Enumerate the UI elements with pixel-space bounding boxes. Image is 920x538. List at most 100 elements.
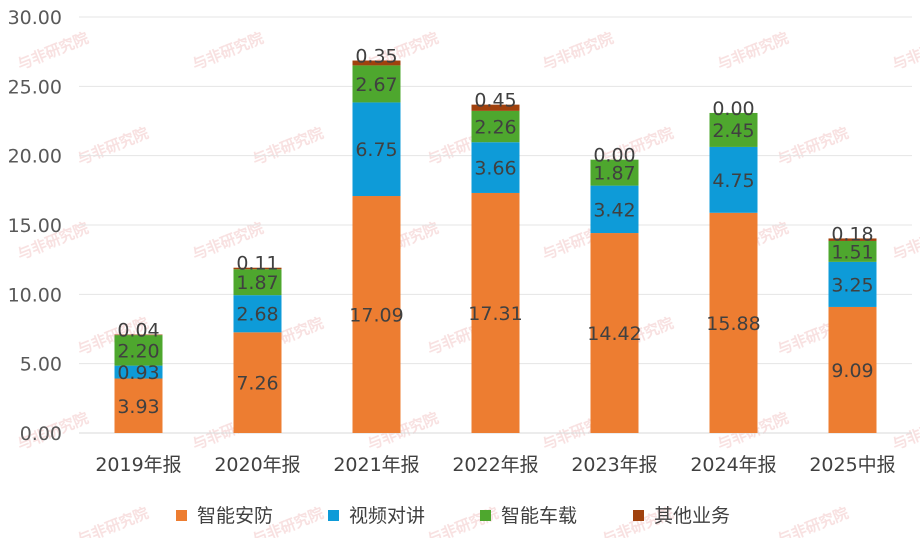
bar-0-1 (114, 365, 163, 379)
svg-text:与非研究院: 与非研究院 (775, 124, 851, 169)
y-tick-label: 15.00 (8, 215, 62, 237)
legend-label-2: 智能车载 (501, 505, 577, 527)
svg-text:与非研究院: 与非研究院 (890, 219, 920, 264)
svg-text:与非研究院: 与非研究院 (250, 124, 326, 169)
bar-6-1 (828, 261, 877, 307)
data-labels: 3.930.932.200.047.262.681.870.1117.096.7… (117, 46, 873, 418)
bar-6-3 (828, 238, 877, 241)
data-label-3-0: 17.31 (468, 303, 522, 325)
data-label-2-0: 17.09 (349, 305, 403, 327)
watermark: 与非研究院 (775, 124, 851, 169)
data-label-2-3: 0.35 (355, 46, 397, 68)
svg-text:与非研究院: 与非研究院 (890, 409, 920, 454)
bar-4-2 (590, 159, 639, 186)
data-label-0-0: 3.93 (117, 396, 159, 418)
bar-0-3 (114, 334, 163, 336)
data-label-2-2: 2.67 (355, 74, 397, 96)
data-label-6-2: 1.51 (831, 241, 873, 263)
watermark: 与非研究院 (75, 504, 151, 538)
legend-label-3: 其他业务 (654, 505, 730, 527)
bar-1-1 (233, 295, 282, 333)
data-label-4-3: 0.00 (593, 145, 635, 167)
bar-1-3 (233, 267, 282, 270)
y-tick-label: 0.00 (20, 423, 62, 445)
legend-swatch-3 (633, 510, 644, 521)
svg-text:与非研究院: 与非研究院 (540, 29, 616, 74)
bar-5-1 (709, 146, 758, 213)
y-tick-label: 10.00 (8, 284, 62, 306)
bar-2-1 (352, 102, 401, 197)
watermark: 与非研究院 (890, 29, 920, 74)
y-tick-label: 30.00 (8, 7, 62, 29)
data-label-0-2: 2.20 (117, 340, 159, 362)
legend-swatch-1 (328, 510, 339, 521)
legend-swatch-2 (480, 510, 491, 521)
data-label-6-0: 9.09 (831, 360, 873, 382)
data-label-4-2: 1.87 (593, 163, 635, 185)
data-label-5-3: 0.00 (712, 98, 754, 120)
bar-3-1 (471, 142, 520, 193)
watermark: 与非研究院 (250, 124, 326, 169)
legend-label-1: 视频对讲 (349, 505, 425, 527)
data-label-4-1: 3.42 (593, 199, 635, 221)
x-tick-label-2: 2021年报 (333, 454, 419, 476)
svg-text:与非研究院: 与非研究院 (75, 504, 151, 538)
data-label-6-3: 0.18 (831, 223, 873, 245)
bar-5-2 (709, 112, 758, 147)
bar-0-0 (114, 378, 163, 433)
data-label-5-0: 15.88 (706, 313, 760, 335)
svg-text:与非研究院: 与非研究院 (890, 29, 920, 74)
bar-6-0 (828, 306, 877, 433)
legend: 智能安防 视频对讲 智能车载 其他业务 (176, 505, 730, 527)
data-label-3-1: 3.66 (474, 158, 516, 180)
watermark: 与非研究院 (15, 29, 91, 74)
svg-text:与非研究院: 与非研究院 (15, 29, 91, 74)
data-label-1-3: 0.11 (236, 253, 278, 275)
data-label-6-1: 3.25 (831, 274, 873, 296)
y-tick-label: 20.00 (8, 146, 62, 168)
legend-swatch-0 (176, 510, 187, 521)
x-tick-label-5: 2024年报 (690, 454, 776, 476)
watermark: 与非研究院 (75, 124, 151, 169)
svg-text:与非研究院: 与非研究院 (775, 504, 851, 538)
bar-2-3 (352, 60, 401, 66)
data-label-1-0: 7.26 (236, 373, 278, 395)
bar-5-0 (709, 212, 758, 433)
data-label-5-2: 2.45 (712, 120, 754, 142)
x-tick-label-0: 2019年报 (95, 454, 181, 476)
bar-4-1 (590, 185, 639, 234)
x-tick-label-4: 2023年报 (571, 454, 657, 476)
data-label-0-1: 0.93 (117, 362, 159, 384)
y-tick-label: 5.00 (20, 354, 62, 376)
data-label-4-0: 14.42 (587, 323, 641, 345)
data-label-1-1: 2.68 (236, 304, 278, 326)
watermark: 与非研究院 (540, 29, 616, 74)
svg-text:与非研究院: 与非研究院 (190, 29, 266, 74)
watermark: 与非研究院 (190, 29, 266, 74)
bar-2-2 (352, 65, 401, 103)
bar-3-2 (471, 110, 520, 143)
data-label-2-1: 6.75 (355, 139, 397, 161)
data-label-1-2: 1.87 (236, 272, 278, 294)
watermark: 与非研究院 (890, 219, 920, 264)
bars (114, 60, 877, 433)
x-tick-label-1: 2020年报 (214, 454, 300, 476)
x-axis: 2019年报 2020年报 2021年报 2022年报 2023年报 2024年报 2025… (95, 454, 895, 476)
svg-text:与非研究院: 与非研究院 (715, 29, 791, 74)
data-label-0-3: 0.04 (117, 320, 159, 342)
x-tick-label-3: 2022年报 (452, 454, 538, 476)
bar-0-2 (114, 335, 163, 366)
bar-3-3 (471, 104, 520, 111)
watermark: 与非研究院 (715, 29, 791, 74)
x-tick-label-6: 2025中报 (809, 454, 895, 476)
data-label-5-1: 4.75 (712, 170, 754, 192)
legend-label-0: 智能安防 (197, 505, 273, 527)
bar-6-2 (828, 240, 877, 262)
svg-text:与非研究院: 与非研究院 (75, 124, 151, 169)
bar-4-0 (590, 233, 639, 433)
watermark: 与非研究院 (775, 504, 851, 538)
bar-1-2 (233, 269, 282, 296)
bar-3-0 (471, 192, 520, 433)
data-label-3-3: 0.45 (474, 90, 516, 112)
